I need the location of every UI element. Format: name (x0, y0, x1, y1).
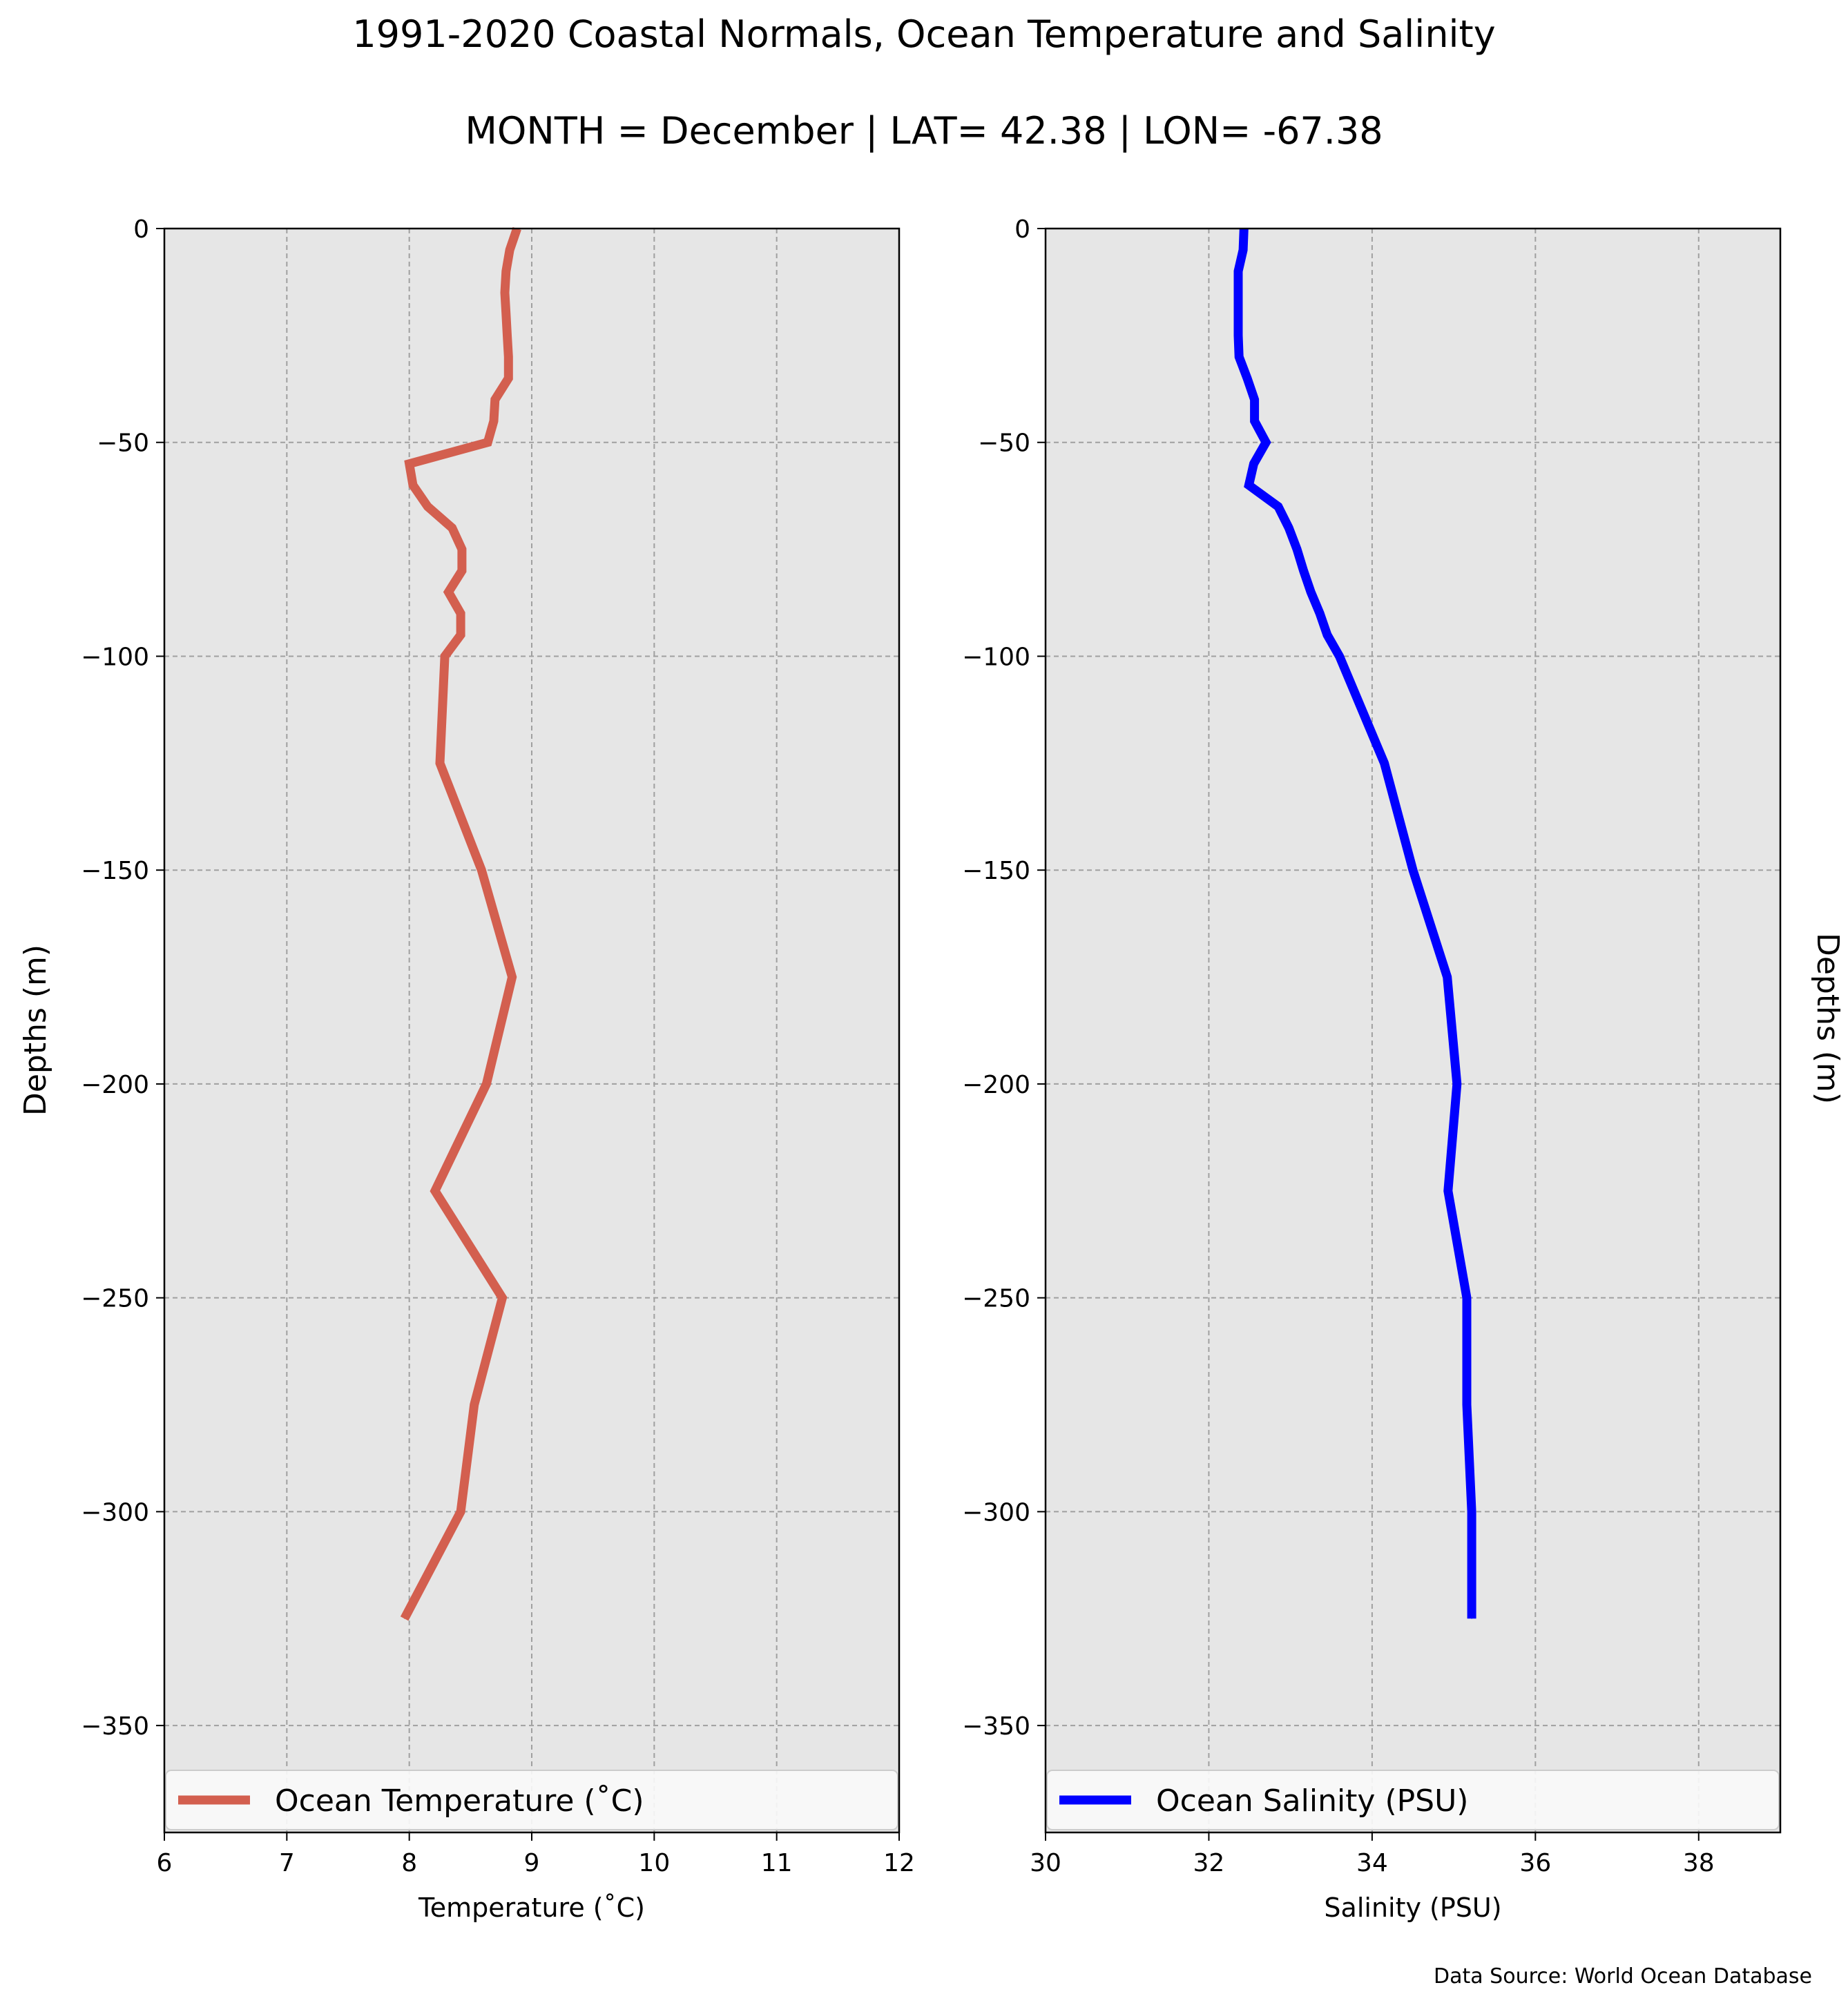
data-point (1238, 335, 1239, 336)
data-point (1303, 570, 1305, 572)
series-line (1233, 228, 1476, 1619)
y-tick-label: 0 (1014, 215, 1030, 244)
data-point (427, 506, 428, 507)
x-tick-label: 6 (157, 1849, 173, 1877)
x-tick-label: 38 (1683, 1849, 1715, 1877)
y-tick-label: 0 (133, 215, 149, 244)
x-tick-label: 11 (761, 1849, 793, 1877)
data-point (501, 1297, 503, 1299)
x-tick-label: 36 (1519, 1849, 1551, 1877)
data-point (1384, 762, 1385, 764)
y-tick-label: −250 (81, 1285, 149, 1313)
data-point (434, 1190, 436, 1192)
y-tick-label: −50 (978, 429, 1030, 458)
series-line (400, 226, 521, 1621)
data-point (1238, 292, 1239, 293)
plot-frame (1044, 227, 1782, 1834)
legend-label: Ocean Temperature (˚C) (275, 1783, 644, 1819)
data-point (494, 399, 496, 400)
plot-background (1046, 229, 1780, 1832)
data-point (1265, 442, 1267, 443)
data-point (1456, 1083, 1458, 1085)
data-point (1339, 656, 1340, 657)
x-tick-label: 10 (638, 1849, 670, 1877)
y-tick-label: −200 (962, 1071, 1030, 1099)
data-point (409, 463, 410, 465)
data-point (439, 762, 441, 764)
data-point (1242, 249, 1244, 251)
data-point (507, 335, 508, 336)
data-point (1238, 313, 1239, 315)
y-tick-label: −350 (962, 1712, 1030, 1741)
data-source-note: Data Source: World Ocean Database (1434, 1964, 1812, 1989)
y-tick-label: −150 (81, 857, 149, 885)
x-axis-label: Temperature (˚C) (418, 1893, 645, 1923)
data-point (1412, 869, 1414, 871)
data-point (481, 869, 482, 871)
y-tick-label: −300 (81, 1498, 149, 1527)
data-point (461, 549, 463, 550)
legend-label: Ocean Salinity (PSU) (1156, 1783, 1468, 1819)
data-point (404, 1618, 405, 1619)
y-tick-label: −300 (962, 1498, 1030, 1527)
right-ylabel: Depths (m) (1810, 933, 1845, 1104)
y-tick-label: −350 (81, 1712, 149, 1741)
x-tick-label: 34 (1356, 1849, 1388, 1877)
y-tick-label: −100 (962, 643, 1030, 671)
data-point (1238, 356, 1240, 358)
x-tick-label: 8 (401, 1849, 417, 1877)
legend-box (165, 1770, 898, 1830)
data-point (461, 570, 463, 572)
y-tick-label: −250 (962, 1285, 1030, 1313)
x-tick-label: 32 (1193, 1849, 1225, 1877)
x-tick-label: 9 (524, 1849, 540, 1877)
x-tick-label: 30 (1030, 1849, 1061, 1877)
salinity-panel: 30 32 34 36 38 0 −50 −100 −150 −200 −250 −300 −350 Oc… (962, 215, 1782, 1923)
data-point (1447, 1190, 1449, 1192)
data-point (485, 1083, 487, 1085)
data-point (508, 356, 509, 358)
chart-subtitle: MONTH = December | LAT= 42.38 | LON= -67… (465, 109, 1383, 153)
plot-frame (163, 227, 901, 1834)
legend-box (1046, 1770, 1780, 1830)
y-axis-label: Depths (m) (18, 945, 53, 1116)
data-point (1253, 463, 1254, 465)
data-point (504, 292, 506, 293)
temperature-panel: 6 7 8 9 10 11 12 0 −50 −100 −150 −200 −250 −300 −350 Oc… (18, 215, 915, 1923)
x-tick-label: 7 (279, 1849, 295, 1877)
data-point (1254, 399, 1255, 400)
data-point (1296, 549, 1298, 550)
y-tick-label: −150 (962, 857, 1030, 885)
y-tick-label: −50 (97, 429, 149, 458)
x-axis-label: Salinity (PSU) (1324, 1893, 1501, 1923)
y-tick-label: −200 (81, 1071, 149, 1099)
chart-title: 1991-2020 Coastal Normals, Ocean Tempera… (352, 12, 1496, 56)
y-tick-label: −100 (81, 643, 149, 671)
x-tick-label: 12 (883, 1849, 915, 1877)
data-point (1254, 420, 1255, 422)
